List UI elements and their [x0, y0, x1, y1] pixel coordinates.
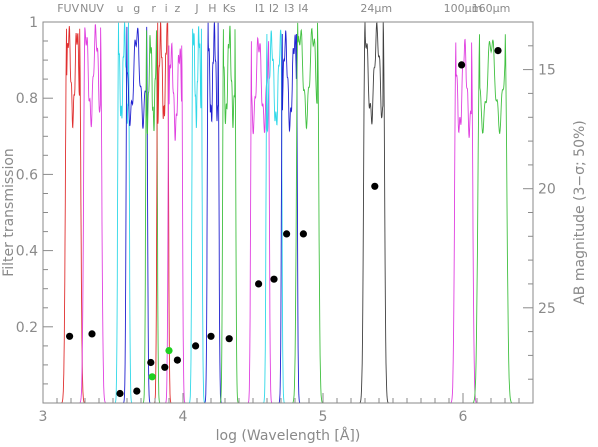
- filter-label: I2: [269, 2, 279, 15]
- magnitude-point: [270, 275, 278, 283]
- magnitude-point: [116, 389, 124, 398]
- filter-label: I4: [298, 2, 308, 15]
- filter-label: u: [117, 2, 124, 15]
- magnitude-point: [458, 61, 466, 69]
- filter-curve: [123, 26, 151, 403]
- filter-label: 100μm: [444, 2, 483, 15]
- axis-ticks: 3 4 5 6 0.2 0.4 0.6 0.8 1 15 20 25: [16, 15, 556, 425]
- y-left-tick-label: 1: [29, 15, 38, 31]
- filter-label: 160μm: [472, 2, 511, 15]
- magnitude-point: [255, 280, 263, 288]
- x-tick-label: 5: [319, 409, 328, 425]
- filter-curve: [263, 29, 285, 403]
- magnitude-point: [225, 335, 233, 343]
- filter-label: z: [175, 2, 181, 15]
- filter-curve: [278, 30, 301, 403]
- filter-label: 24μm: [360, 2, 392, 15]
- magnitude-point: [371, 182, 379, 190]
- filter-label: g: [133, 2, 140, 15]
- filter-label: NUV: [80, 2, 104, 15]
- filter-label: i: [165, 2, 168, 15]
- magnitude-point: [173, 356, 181, 364]
- filter-curve: [247, 36, 273, 403]
- magnitude-point: [207, 332, 215, 340]
- filter-curve: [61, 26, 85, 403]
- y-left-tick-label: 0.8: [16, 91, 38, 107]
- magnitude-point: [133, 387, 141, 395]
- y-right-tick-label: 15: [538, 63, 556, 79]
- filter-curve: [165, 42, 186, 403]
- magnitude-point: [299, 230, 307, 238]
- filter-curves: [61, 21, 513, 404]
- magnitude-point: [192, 342, 200, 350]
- x-tick-label: 6: [459, 409, 468, 425]
- filter-curve: [79, 24, 106, 403]
- filter-label: Ks: [223, 2, 236, 15]
- filter-curve: [219, 25, 239, 403]
- x-tick-label: 4: [179, 409, 188, 425]
- y-right-tick-label: 25: [538, 301, 556, 317]
- filter-curve: [472, 34, 513, 404]
- filter-label: I3: [284, 2, 294, 15]
- filter-curve: [189, 26, 205, 403]
- filter-curve: [359, 21, 389, 403]
- magnitude-point: [88, 330, 96, 338]
- filter-label: r: [151, 2, 156, 15]
- filter-curve: [292, 22, 323, 403]
- filter-label: J: [194, 2, 198, 15]
- magnitude-point: [148, 373, 156, 381]
- x-axis-label: log (Wavelength [Å]): [216, 427, 361, 444]
- magnitude-point: [66, 332, 74, 340]
- magnitude-point: [283, 230, 291, 238]
- magnitude-points: [66, 47, 502, 398]
- filter-curve: [204, 21, 222, 403]
- y-left-tick-label: 0.2: [16, 320, 38, 336]
- y-left-tick-label: 0.4: [16, 244, 38, 260]
- filter-label: H: [208, 2, 216, 15]
- magnitude-point: [165, 347, 173, 355]
- x-tick-label: 3: [39, 409, 48, 425]
- y-axis-left-label: Filter transmission: [1, 148, 17, 277]
- y-left-tick-label: 0.6: [16, 167, 38, 183]
- filter-label: FUV: [57, 2, 79, 15]
- filter-curve: [114, 22, 133, 403]
- filter-label: I1: [255, 2, 265, 15]
- filter-curve: [450, 38, 477, 403]
- y-axis-right-label: AB magnitude (3−σ; 50%): [572, 120, 588, 305]
- magnitude-point: [494, 47, 502, 55]
- y-right-tick-label: 20: [538, 182, 556, 198]
- magnitude-point: [161, 363, 169, 371]
- magnitude-point: [147, 358, 155, 367]
